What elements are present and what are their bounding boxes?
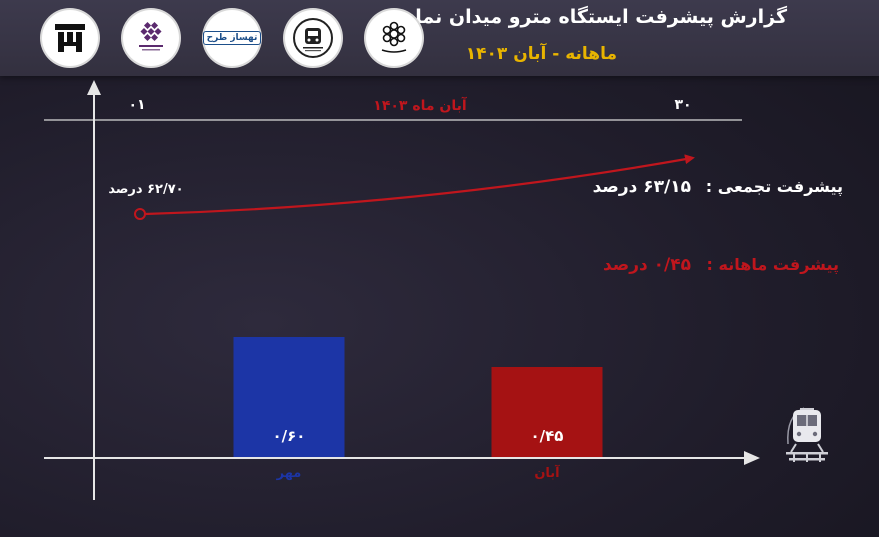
category-label-1: مهر bbox=[276, 466, 302, 481]
cumulative-progress-label: پیشرفت تجمعی : bbox=[705, 177, 843, 196]
timeline-start-label: ۰۱ bbox=[128, 97, 145, 113]
metro-organization-logo-icon bbox=[285, 10, 341, 66]
timeline-period-label: آبان ماه ۱۴۰۳ bbox=[373, 96, 468, 114]
x-axis-arrow bbox=[744, 451, 760, 465]
trend-start-value-label: ۶۲/۷۰ درصد bbox=[108, 182, 183, 197]
bar-value-label-2: ۰/۴۵ bbox=[531, 427, 564, 445]
monthly-progress-label: پیشرفت ماهانه : bbox=[706, 255, 839, 274]
bar-1 bbox=[233, 337, 345, 457]
y-axis-arrow bbox=[87, 80, 101, 95]
page-subtitle: ماهانه - آبان ۱۴۰۳ bbox=[465, 44, 617, 64]
bars-group: ۰/۶۰ مهر ۰/۴۵ آبان bbox=[233, 337, 603, 481]
header-bar: گزارش پیشرفت ایستگاه مترو میدان نماز ماه… bbox=[0, 0, 879, 76]
monthly-progress-value: ۰/۴۵ درصد bbox=[602, 255, 691, 275]
tehsazteh-logo-icon: تهساز طرح bbox=[202, 10, 262, 66]
company-logo-icon bbox=[42, 10, 98, 66]
page-title: گزارش پیشرفت ایستگاه مترو میدان نماز bbox=[404, 6, 787, 28]
bar-value-label-1: ۰/۶۰ bbox=[273, 427, 306, 445]
trend-start-point bbox=[134, 208, 146, 220]
tehsazteh-logo-text: تهساز طرح bbox=[202, 31, 262, 45]
islamshahr-municipality-logo-icon bbox=[366, 10, 422, 66]
metro-train-icon bbox=[786, 407, 828, 462]
bar-2 bbox=[491, 367, 603, 457]
category-label-2: آبان bbox=[534, 464, 560, 481]
cumulative-progress-value: ۶۳/۱۵ درصد bbox=[592, 177, 691, 197]
consultant-logo-icon bbox=[123, 10, 179, 66]
trend-line bbox=[144, 154, 695, 216]
timeline-end-label: ۳۰ bbox=[674, 97, 691, 113]
